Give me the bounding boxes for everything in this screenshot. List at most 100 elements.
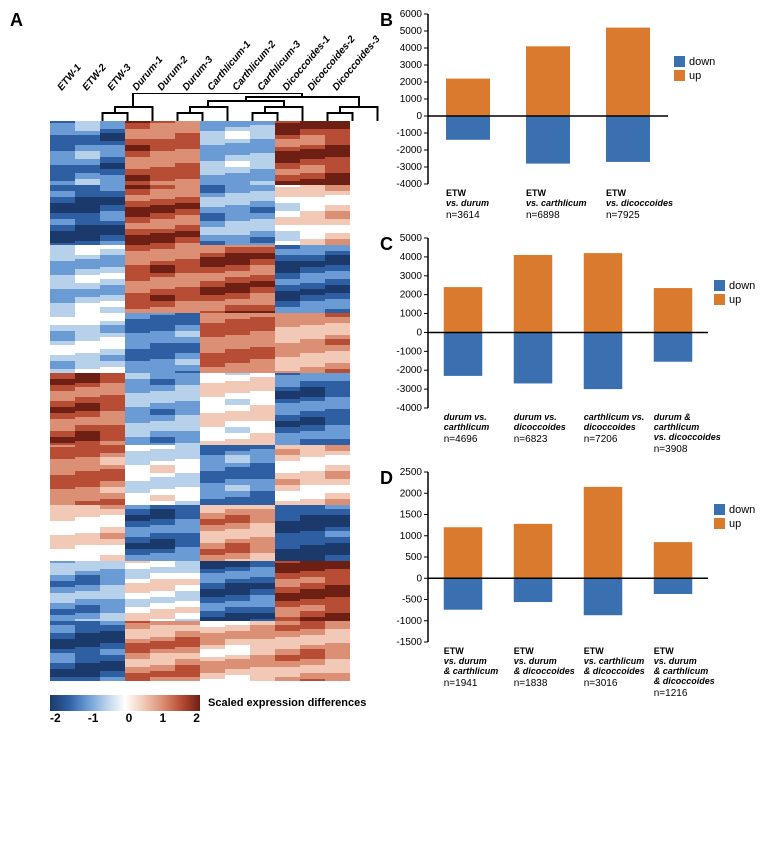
bar-xlabel: ETW (444, 646, 465, 656)
y-tick: 4000 (400, 252, 423, 263)
y-tick: -4000 (396, 403, 422, 414)
bar-up (606, 28, 650, 116)
y-tick: 0 (416, 111, 422, 122)
legend-label: up (729, 518, 741, 530)
panel-b: B -4000 -3000 -2000 -1000 0 1000 2000 3000 4000 50… (380, 10, 760, 224)
bar-xlabel: ETW (654, 646, 675, 656)
panel-d: D-1500-1000-50005001000150020002500ETWvs… (380, 468, 760, 702)
colorbar-tick: 2 (193, 711, 200, 725)
bar-xlabel: durum vs. (514, 412, 557, 422)
bar-n: n=7925 (606, 210, 640, 221)
y-tick: 3000 (400, 271, 423, 282)
right-column: B -4000 -3000 -2000 -1000 0 1000 2000 3000 4000 50… (380, 10, 760, 725)
bar-up (514, 524, 553, 578)
y-tick: 5000 (400, 26, 423, 37)
legend-swatch (674, 70, 685, 81)
y-tick: 0 (416, 327, 422, 338)
bar-n: n=3016 (584, 678, 618, 689)
bar-xlabel: vs. durum (446, 198, 489, 208)
heatmap-wrapper: ETW-1ETW-2ETW-3Durum-1Durum-2Durum-3Cart… (10, 31, 370, 725)
legend-label: down (729, 504, 755, 516)
heatmap-col-label: ETW-3 (105, 62, 133, 93)
bar-xlabel: durum & (654, 412, 691, 422)
bar-xlabel: dicoccoides (514, 422, 566, 432)
bar-n: n=1941 (444, 678, 478, 689)
bar-n: n=6898 (526, 210, 560, 221)
bar-n: n=4696 (444, 434, 478, 445)
colorbar-tick: -1 (88, 711, 99, 725)
y-tick: -1500 (396, 637, 422, 648)
bar-xlabel: vs. carthlicum (584, 656, 645, 666)
y-tick: -500 (402, 595, 422, 606)
colorbar-tick: -2 (50, 711, 61, 725)
bar-up (584, 487, 623, 578)
legend-label: down (729, 280, 755, 292)
bar-xlabel: durum vs. (444, 412, 487, 422)
bar-xlabel: & carthlicum (444, 666, 499, 676)
colorbar-gradient (50, 695, 200, 711)
bar-n: n=7206 (584, 434, 618, 445)
bar-n: n=3908 (654, 444, 688, 455)
bar-xlabel: & dicoccoides (584, 666, 645, 676)
bar-xlabel: carthlicum (444, 422, 490, 432)
y-tick: -2000 (396, 145, 422, 156)
bar-xlabel: carthlicum (654, 422, 700, 432)
heatmap-col-label: ETW-1 (55, 62, 83, 93)
bar-up (654, 288, 693, 332)
y-tick: 1000 (400, 531, 423, 542)
heatmap-column-labels: ETW-1ETW-2ETW-3Durum-1Durum-2Durum-3Cart… (50, 31, 350, 121)
y-tick: 2000 (400, 77, 423, 88)
bar-chart: D-1500-1000-50005001000150020002500ETWvs… (380, 468, 774, 702)
bar-n: n=6823 (514, 434, 548, 445)
bar-xlabel: & carthlicum (654, 666, 709, 676)
bar-up (526, 46, 570, 116)
bar-xlabel: ETW (606, 188, 627, 198)
bar-up (446, 79, 490, 116)
panel-label: B (380, 10, 393, 30)
bar-xlabel: ETW (584, 646, 605, 656)
y-tick: 2000 (400, 488, 423, 499)
y-tick: 3000 (400, 60, 423, 71)
y-tick: -1000 (396, 128, 422, 139)
bar-down (654, 332, 693, 361)
bar-down (526, 116, 570, 164)
bar-xlabel: ETW (526, 188, 547, 198)
y-tick: 1500 (400, 510, 423, 521)
legend-swatch (674, 56, 685, 67)
y-tick: -4000 (396, 179, 422, 190)
bar-down (514, 578, 553, 602)
heatmap (50, 121, 350, 681)
bar-down (514, 332, 553, 383)
colorbar: Scaled expression differences (50, 695, 370, 711)
bar-chart: B -4000 -3000 -2000 -1000 0 1000 2000 3000 4000 50… (380, 10, 738, 224)
y-tick: -3000 (396, 384, 422, 395)
bar-up (654, 542, 693, 578)
y-tick: -1000 (396, 346, 422, 357)
bar-xlabel: vs. dicoccoides (606, 198, 673, 208)
bar-xlabel: dicoccoides (584, 422, 636, 432)
panel-a-label: A (10, 10, 370, 31)
legend-label: down (689, 56, 715, 68)
y-tick: 1000 (400, 94, 423, 105)
legend-swatch (714, 504, 725, 515)
bar-xlabel: vs. durum (444, 656, 487, 666)
y-tick: 5000 (400, 234, 423, 244)
legend-label: up (689, 70, 701, 82)
colorbar-tick: 0 (126, 711, 133, 725)
legend-swatch (714, 518, 725, 529)
panel-label: C (380, 234, 393, 254)
bar-down (584, 332, 623, 389)
y-tick: 0 (416, 573, 422, 584)
bar-up (444, 527, 483, 578)
figure: A (10, 10, 764, 725)
bar-xlabel: & dicoccoides (654, 676, 715, 686)
y-tick: 4000 (400, 43, 423, 54)
bar-up (444, 287, 483, 332)
bar-xlabel: vs. durum (654, 656, 697, 666)
bar-chart: C-4000-3000-2000-10000100020003000400050… (380, 234, 774, 458)
y-tick: -3000 (396, 162, 422, 173)
legend-swatch (714, 294, 725, 305)
bar-xlabel: vs. carthlicum (526, 198, 587, 208)
panel-c: C-4000-3000-2000-10000100020003000400050… (380, 234, 760, 458)
bar-n: n=1216 (654, 688, 688, 699)
